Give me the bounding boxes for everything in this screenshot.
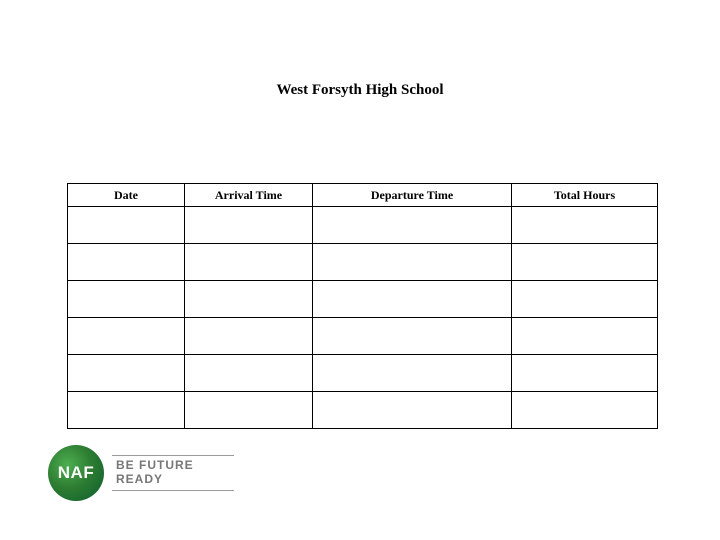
- naf-logo-acronym: NAF: [58, 463, 94, 483]
- table-cell: [185, 244, 313, 281]
- table-row: [68, 281, 658, 318]
- table-cell: [313, 244, 512, 281]
- table-cell: [185, 207, 313, 244]
- header-arrival: Arrival Time: [185, 184, 313, 207]
- table-cell: [512, 244, 658, 281]
- table-cell: [185, 355, 313, 392]
- naf-logo-circle: NAF: [48, 445, 104, 501]
- table-cell: [68, 318, 185, 355]
- table-cell: [512, 392, 658, 429]
- timesheet-table: Date Arrival Time Departure Time Total H…: [67, 183, 658, 429]
- table-cell: [185, 392, 313, 429]
- table-row: [68, 355, 658, 392]
- table-cell: [313, 355, 512, 392]
- naf-logo: NAF BE FUTURE READY: [48, 443, 234, 503]
- naf-tagline-line2: READY: [116, 473, 234, 487]
- page-title: West Forsyth High School: [0, 82, 720, 99]
- table-row: [68, 392, 658, 429]
- table-body: [68, 207, 658, 429]
- naf-tagline: BE FUTURE READY: [112, 455, 234, 491]
- table-cell: [313, 281, 512, 318]
- table-cell: [313, 207, 512, 244]
- table-row: [68, 318, 658, 355]
- table-cell: [185, 281, 313, 318]
- table-cell: [68, 207, 185, 244]
- table-cell: [512, 207, 658, 244]
- table-cell: [512, 281, 658, 318]
- table-cell: [68, 244, 185, 281]
- header-departure: Departure Time: [313, 184, 512, 207]
- header-total: Total Hours: [512, 184, 658, 207]
- table-cell: [313, 318, 512, 355]
- table-cell: [185, 318, 313, 355]
- naf-tagline-line1: BE FUTURE: [116, 459, 234, 473]
- table-header-row: Date Arrival Time Departure Time Total H…: [68, 184, 658, 207]
- header-date: Date: [68, 184, 185, 207]
- table-cell: [68, 355, 185, 392]
- table-row: [68, 207, 658, 244]
- table-row: [68, 244, 658, 281]
- table-cell: [512, 318, 658, 355]
- table-cell: [68, 392, 185, 429]
- table-cell: [313, 392, 512, 429]
- table-cell: [68, 281, 185, 318]
- table-cell: [512, 355, 658, 392]
